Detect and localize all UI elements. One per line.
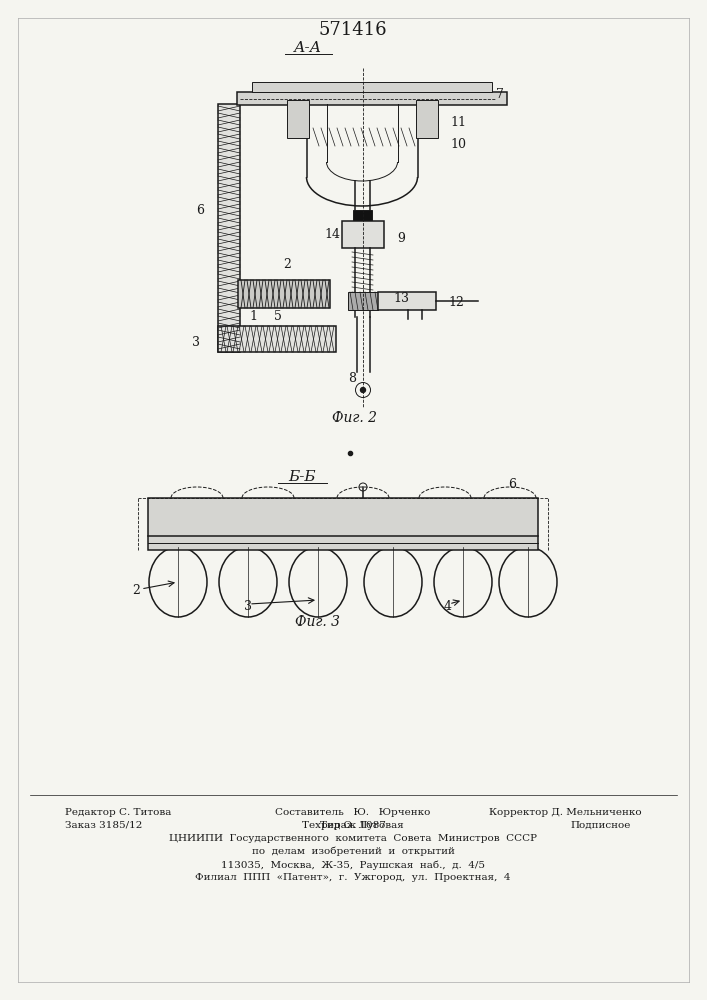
- Text: 5: 5: [274, 310, 282, 324]
- Text: 8: 8: [348, 372, 356, 385]
- Text: Техред О. Луговая: Техред О. Луговая: [302, 821, 404, 830]
- Text: 2: 2: [132, 584, 140, 596]
- Bar: [342, 221, 384, 248]
- Text: Фиг. 2: Фиг. 2: [332, 411, 378, 425]
- Bar: [237, 92, 507, 105]
- Text: 6: 6: [508, 479, 516, 491]
- Text: 12: 12: [448, 296, 464, 310]
- Bar: [252, 82, 492, 92]
- Text: 9: 9: [397, 232, 405, 244]
- Text: 11: 11: [450, 115, 466, 128]
- Text: 13: 13: [393, 292, 409, 304]
- Bar: [218, 104, 240, 352]
- Bar: [218, 326, 336, 352]
- Text: Фиг. 3: Фиг. 3: [296, 615, 341, 629]
- Text: 7: 7: [496, 89, 504, 102]
- Text: Корректор Д. Мельниченко: Корректор Д. Мельниченко: [489, 808, 642, 817]
- Text: 3: 3: [244, 600, 252, 613]
- Bar: [416, 100, 438, 138]
- Text: Тираж 1087: Тираж 1087: [320, 821, 386, 830]
- Text: А-А: А-А: [294, 41, 322, 55]
- Text: по  делам  изобретений  и  открытий: по делам изобретений и открытий: [252, 847, 455, 856]
- Text: 2: 2: [283, 257, 291, 270]
- Text: Подписное: Подписное: [570, 821, 631, 830]
- Bar: [287, 100, 309, 138]
- Bar: [378, 292, 436, 310]
- Text: 4: 4: [444, 600, 452, 613]
- Bar: [353, 210, 372, 223]
- Text: Филиал  ППП  «Патент»,  г.  Ужгород,  ул.  Проектная,  4: Филиал ППП «Патент», г. Ужгород, ул. Про…: [195, 873, 510, 882]
- Text: 571416: 571416: [319, 21, 387, 39]
- Text: Редактор С. Титова: Редактор С. Титова: [65, 808, 171, 817]
- Text: 10: 10: [450, 137, 466, 150]
- Bar: [238, 280, 330, 308]
- Text: Заказ 3185/12: Заказ 3185/12: [65, 821, 142, 830]
- Text: Б-Б: Б-Б: [288, 470, 316, 484]
- Bar: [148, 498, 538, 550]
- Text: Составитель   Ю.   Юрченко: Составитель Ю. Юрченко: [275, 808, 431, 817]
- Text: 1: 1: [249, 310, 257, 324]
- Text: ЦНИИПИ  Государственного  комитета  Совета  Министров  СССР: ЦНИИПИ Государственного комитета Совета …: [169, 834, 537, 843]
- Circle shape: [361, 387, 366, 392]
- Text: 14: 14: [324, 228, 340, 240]
- Text: 113035,  Москва,  Ж-35,  Раушская  наб.,  д.  4/5: 113035, Москва, Ж-35, Раушская наб., д. …: [221, 860, 485, 869]
- Bar: [348, 292, 378, 310]
- Text: 3: 3: [192, 336, 200, 349]
- Text: 6: 6: [196, 204, 204, 217]
